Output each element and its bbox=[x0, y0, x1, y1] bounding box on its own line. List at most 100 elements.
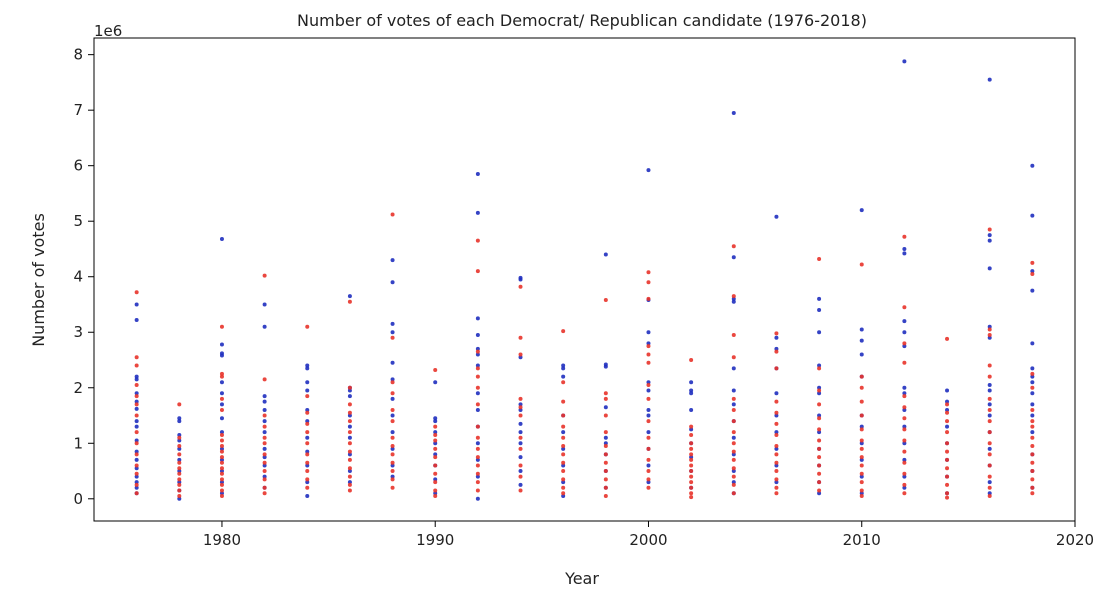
data-point-blue bbox=[646, 380, 651, 385]
data-point-red bbox=[646, 280, 651, 285]
data-point-blue bbox=[902, 246, 907, 251]
data-point-blue bbox=[987, 266, 992, 271]
data-point-red bbox=[646, 419, 651, 424]
x-tick-label: 2000 bbox=[629, 531, 667, 549]
data-point-red bbox=[774, 349, 779, 354]
data-point-red bbox=[219, 471, 224, 476]
data-point-red bbox=[987, 396, 992, 401]
data-point-red bbox=[219, 407, 224, 412]
data-point-blue bbox=[347, 388, 352, 393]
data-point-blue bbox=[731, 255, 736, 260]
data-point-blue bbox=[134, 480, 139, 485]
data-point-red bbox=[347, 385, 352, 390]
data-point-blue bbox=[134, 485, 139, 490]
data-point-blue bbox=[859, 424, 864, 429]
data-point-blue bbox=[518, 441, 523, 446]
data-point-red bbox=[859, 455, 864, 460]
data-point-blue bbox=[689, 407, 694, 412]
data-point-red bbox=[774, 366, 779, 371]
data-point-blue bbox=[518, 407, 523, 412]
data-point-blue bbox=[475, 316, 480, 321]
data-point-red bbox=[134, 382, 139, 387]
data-point-blue bbox=[219, 491, 224, 496]
data-point-red bbox=[945, 466, 950, 471]
data-point-red bbox=[774, 410, 779, 415]
data-point-red bbox=[475, 455, 480, 460]
data-point-red bbox=[518, 335, 523, 340]
data-point-blue bbox=[902, 385, 907, 390]
data-point-blue bbox=[646, 330, 651, 335]
data-point-red bbox=[987, 494, 992, 499]
data-point-red bbox=[902, 305, 907, 310]
data-point-blue bbox=[518, 469, 523, 474]
data-point-blue bbox=[433, 416, 438, 421]
data-point-blue bbox=[945, 407, 950, 412]
data-point-red bbox=[219, 477, 224, 482]
y-axis-scale-label: 1e6 bbox=[94, 22, 122, 40]
data-point-red bbox=[689, 358, 694, 362]
data-point-red bbox=[902, 394, 907, 399]
data-point-blue bbox=[603, 364, 608, 369]
data-point-blue bbox=[603, 441, 608, 446]
data-point-blue bbox=[219, 402, 224, 407]
data-point-red bbox=[945, 419, 950, 424]
data-point-blue bbox=[518, 482, 523, 487]
data-point-blue bbox=[262, 463, 267, 468]
y-tick-label: 3 bbox=[73, 323, 83, 341]
data-point-red bbox=[774, 485, 779, 490]
data-point-red bbox=[177, 482, 182, 487]
data-point-red bbox=[689, 441, 694, 446]
data-point-red bbox=[774, 460, 779, 465]
data-point-red bbox=[390, 477, 395, 482]
data-point-red bbox=[731, 457, 736, 462]
data-point-red bbox=[859, 438, 864, 443]
data-point-blue bbox=[603, 435, 608, 440]
x-tick-label: 2010 bbox=[843, 531, 881, 549]
data-point-red bbox=[475, 463, 480, 468]
data-point-blue bbox=[433, 419, 438, 424]
data-point-blue bbox=[305, 449, 310, 454]
data-point-blue bbox=[262, 399, 267, 404]
data-point-blue bbox=[177, 432, 182, 437]
data-point-blue bbox=[518, 430, 523, 435]
data-point-blue bbox=[859, 338, 864, 343]
data-point-red bbox=[817, 388, 822, 393]
data-point-red bbox=[134, 482, 139, 487]
data-point-red bbox=[219, 455, 224, 460]
data-point-blue bbox=[433, 491, 438, 496]
data-point-red bbox=[774, 491, 779, 496]
data-point-red bbox=[177, 477, 182, 482]
data-point-blue bbox=[561, 494, 566, 499]
data-point-red bbox=[945, 491, 950, 496]
data-point-blue bbox=[945, 399, 950, 404]
data-point-blue bbox=[774, 413, 779, 418]
data-point-blue bbox=[1030, 269, 1035, 274]
data-point-blue bbox=[1030, 341, 1035, 346]
data-point-red bbox=[987, 430, 992, 435]
data-point-blue bbox=[731, 366, 736, 371]
x-tick-label: 1980 bbox=[203, 531, 241, 549]
data-point-red bbox=[347, 457, 352, 462]
data-point-blue bbox=[219, 457, 224, 462]
data-point-red bbox=[518, 446, 523, 451]
data-point-blue bbox=[646, 413, 651, 418]
data-point-blue bbox=[561, 366, 566, 371]
data-point-blue bbox=[390, 330, 395, 335]
data-point-red bbox=[817, 455, 822, 460]
data-point-blue bbox=[177, 419, 182, 424]
data-point-red bbox=[774, 399, 779, 404]
data-point-blue bbox=[475, 210, 480, 215]
data-point-red bbox=[646, 270, 651, 275]
data-point-red bbox=[475, 446, 480, 451]
data-point-red bbox=[646, 396, 651, 401]
data-point-red bbox=[945, 430, 950, 435]
data-point-red bbox=[347, 466, 352, 471]
data-point-blue bbox=[262, 394, 267, 399]
data-point-blue bbox=[561, 446, 566, 451]
data-point-blue bbox=[177, 480, 182, 485]
data-point-blue bbox=[475, 407, 480, 412]
data-point-red bbox=[305, 477, 310, 482]
data-point-red bbox=[859, 471, 864, 476]
data-point-red bbox=[603, 452, 608, 457]
